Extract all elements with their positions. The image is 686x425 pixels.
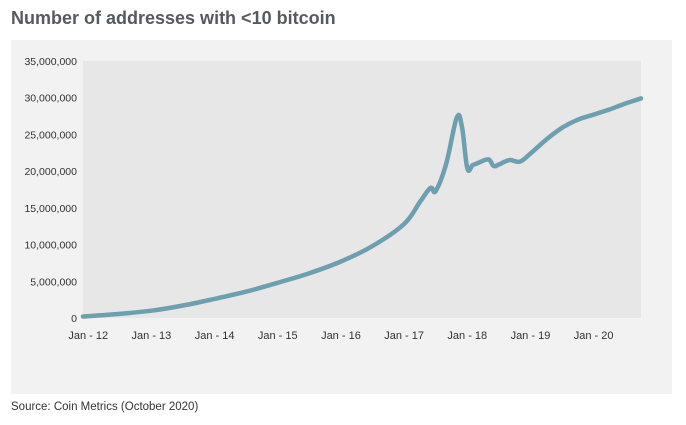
chart-panel: 0 5,000,000 10,000,000 15,000,000 20,000,000…	[11, 40, 672, 394]
x-axis-ticks: Jan - 12 Jan - 13 Jan - 14 Jan - 15 Jan - 16…	[68, 330, 613, 342]
x-tick-label: Jan - 13	[132, 330, 172, 342]
source-note: Source: Coin Metrics (October 2020)	[11, 401, 199, 413]
x-tick-label: Jan - 20	[574, 330, 614, 342]
x-tick-label: Jan - 18	[447, 330, 487, 342]
plot-area	[83, 61, 641, 318]
line-chart: 0 5,000,000 10,000,000 15,000,000 20,000,000…	[24, 56, 644, 342]
series-line	[80, 96, 644, 319]
y-axis-ticks: 0 5,000,000 10,000,000 15,000,000 20,000,000…	[24, 56, 77, 325]
y-tick-label: 10,000,000	[24, 240, 77, 252]
y-tick-label: 30,000,000	[24, 93, 77, 105]
x-tick-label: Jan - 15	[258, 330, 298, 342]
y-tick-label: 35,000,000	[24, 56, 77, 68]
y-tick-label: 15,000,000	[24, 203, 77, 215]
chart-title: Number of addresses with <10 bitcoin	[11, 8, 336, 28]
y-tick-label: 0	[71, 313, 77, 325]
x-tick-label: Jan - 19	[511, 330, 551, 342]
y-tick-label: 20,000,000	[24, 166, 77, 178]
y-tick-label: 5,000,000	[30, 276, 77, 288]
x-tick-label: Jan - 12	[68, 330, 108, 342]
x-tick-label: Jan - 14	[195, 330, 235, 342]
x-tick-label: Jan - 17	[384, 330, 424, 342]
x-tick-label: Jan - 16	[321, 330, 361, 342]
y-tick-label: 25,000,000	[24, 129, 77, 141]
